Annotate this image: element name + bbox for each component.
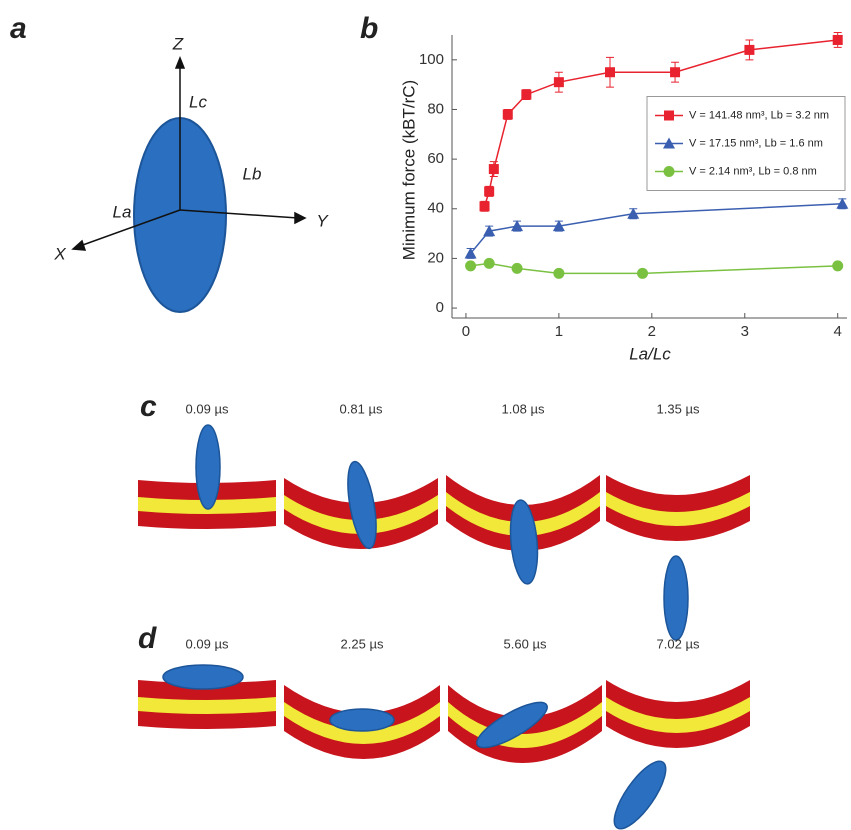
- time-label: 2.25 µs: [341, 636, 384, 651]
- membrane-layer: [606, 697, 750, 733]
- x-axis-label: La/Lc: [629, 344, 671, 363]
- membrane-layer: [284, 702, 440, 744]
- arrow: [294, 211, 307, 225]
- membrane-layer: [606, 680, 750, 748]
- marker: [637, 267, 649, 279]
- marker: [464, 247, 477, 259]
- marker: [553, 267, 565, 279]
- marker: [832, 260, 844, 272]
- arrow: [174, 55, 186, 69]
- nanoparticle: [613, 760, 667, 830]
- x-tick-label: 4: [834, 323, 842, 340]
- dimension-label: Lc: [189, 92, 207, 111]
- marker: [836, 197, 849, 209]
- membrane-layer: [606, 475, 750, 541]
- y-tick-label: 20: [427, 249, 444, 266]
- nanoparticle: [663, 555, 689, 641]
- marker: [605, 67, 615, 78]
- time-label: 1.35 µs: [657, 401, 700, 416]
- marker: [670, 67, 681, 78]
- arrow: [71, 239, 87, 251]
- marker: [553, 77, 564, 88]
- marker: [488, 164, 499, 175]
- y-axis-label: Minimum force (kBT/rC): [399, 80, 418, 260]
- marker: [552, 220, 565, 232]
- axis: [179, 209, 299, 219]
- nanoparticle: [329, 708, 395, 732]
- panel-label: b: [360, 12, 378, 45]
- membrane-layer: [606, 492, 750, 526]
- membrane-layer: [284, 495, 438, 534]
- marker: [521, 89, 532, 100]
- series-line: [483, 39, 838, 207]
- membrane: [606, 680, 750, 748]
- x-tick-label: 2: [648, 323, 656, 340]
- panel-label: a: [10, 12, 27, 45]
- y-tick-label: 60: [427, 150, 444, 167]
- y-tick-label: 100: [419, 51, 444, 68]
- panel-label: c: [140, 390, 157, 423]
- membrane-layer: [138, 697, 276, 714]
- time-label: 0.09 µs: [186, 636, 229, 651]
- time-label: 0.81 µs: [340, 401, 383, 416]
- nanoparticle: [509, 499, 539, 585]
- marker: [479, 201, 490, 212]
- x-tick-label: 0: [462, 323, 470, 340]
- legend-label: V = 141.48 nm³, Lb = 3.2 nm: [689, 109, 829, 121]
- y-tick-label: 0: [436, 299, 444, 316]
- dimension-label: Lb: [243, 164, 262, 183]
- legend-marker: [663, 137, 675, 149]
- nanoparticle: [347, 460, 377, 550]
- nanoparticle: [195, 424, 221, 510]
- time-label: 5.60 µs: [504, 636, 547, 651]
- time-label: 7.02 µs: [657, 636, 700, 651]
- membrane: [138, 680, 276, 729]
- marker: [744, 44, 755, 55]
- y-tick-label: 40: [427, 200, 444, 217]
- marker: [484, 186, 495, 197]
- legend-marker: [663, 166, 675, 177]
- legend-label: V = 17.15 nm³, Lb = 1.6 nm: [689, 137, 823, 149]
- marker: [511, 220, 524, 232]
- membrane-layer: [446, 492, 600, 536]
- marker: [627, 207, 640, 219]
- y-tick-label: 80: [427, 100, 444, 117]
- marker: [465, 260, 477, 272]
- marker: [511, 262, 523, 274]
- nanoparticle: [162, 664, 244, 690]
- axis-label: Y: [316, 211, 329, 230]
- axis-label: Z: [172, 34, 184, 53]
- legend-marker: [664, 110, 674, 121]
- x-tick-label: 3: [741, 323, 749, 340]
- nanoparticle: [476, 701, 548, 749]
- x-tick-label: 1: [555, 323, 563, 340]
- series-line: [470, 203, 843, 254]
- marker: [483, 225, 496, 237]
- time-label: 0.09 µs: [186, 401, 229, 416]
- time-label: 1.08 µs: [502, 401, 545, 416]
- panel-a: a Z Y X Lc Lb La: [10, 12, 329, 313]
- axis: [79, 209, 181, 247]
- axis-label: X: [53, 244, 66, 263]
- panel-label: d: [138, 622, 157, 655]
- marker: [483, 257, 495, 269]
- series-line: [470, 262, 838, 275]
- marker: [832, 34, 843, 45]
- membrane: [606, 475, 750, 541]
- dimension-label: La: [113, 202, 132, 221]
- marker: [502, 109, 513, 120]
- legend-label: V = 2.14 nm³, Lb = 0.8 nm: [689, 165, 817, 177]
